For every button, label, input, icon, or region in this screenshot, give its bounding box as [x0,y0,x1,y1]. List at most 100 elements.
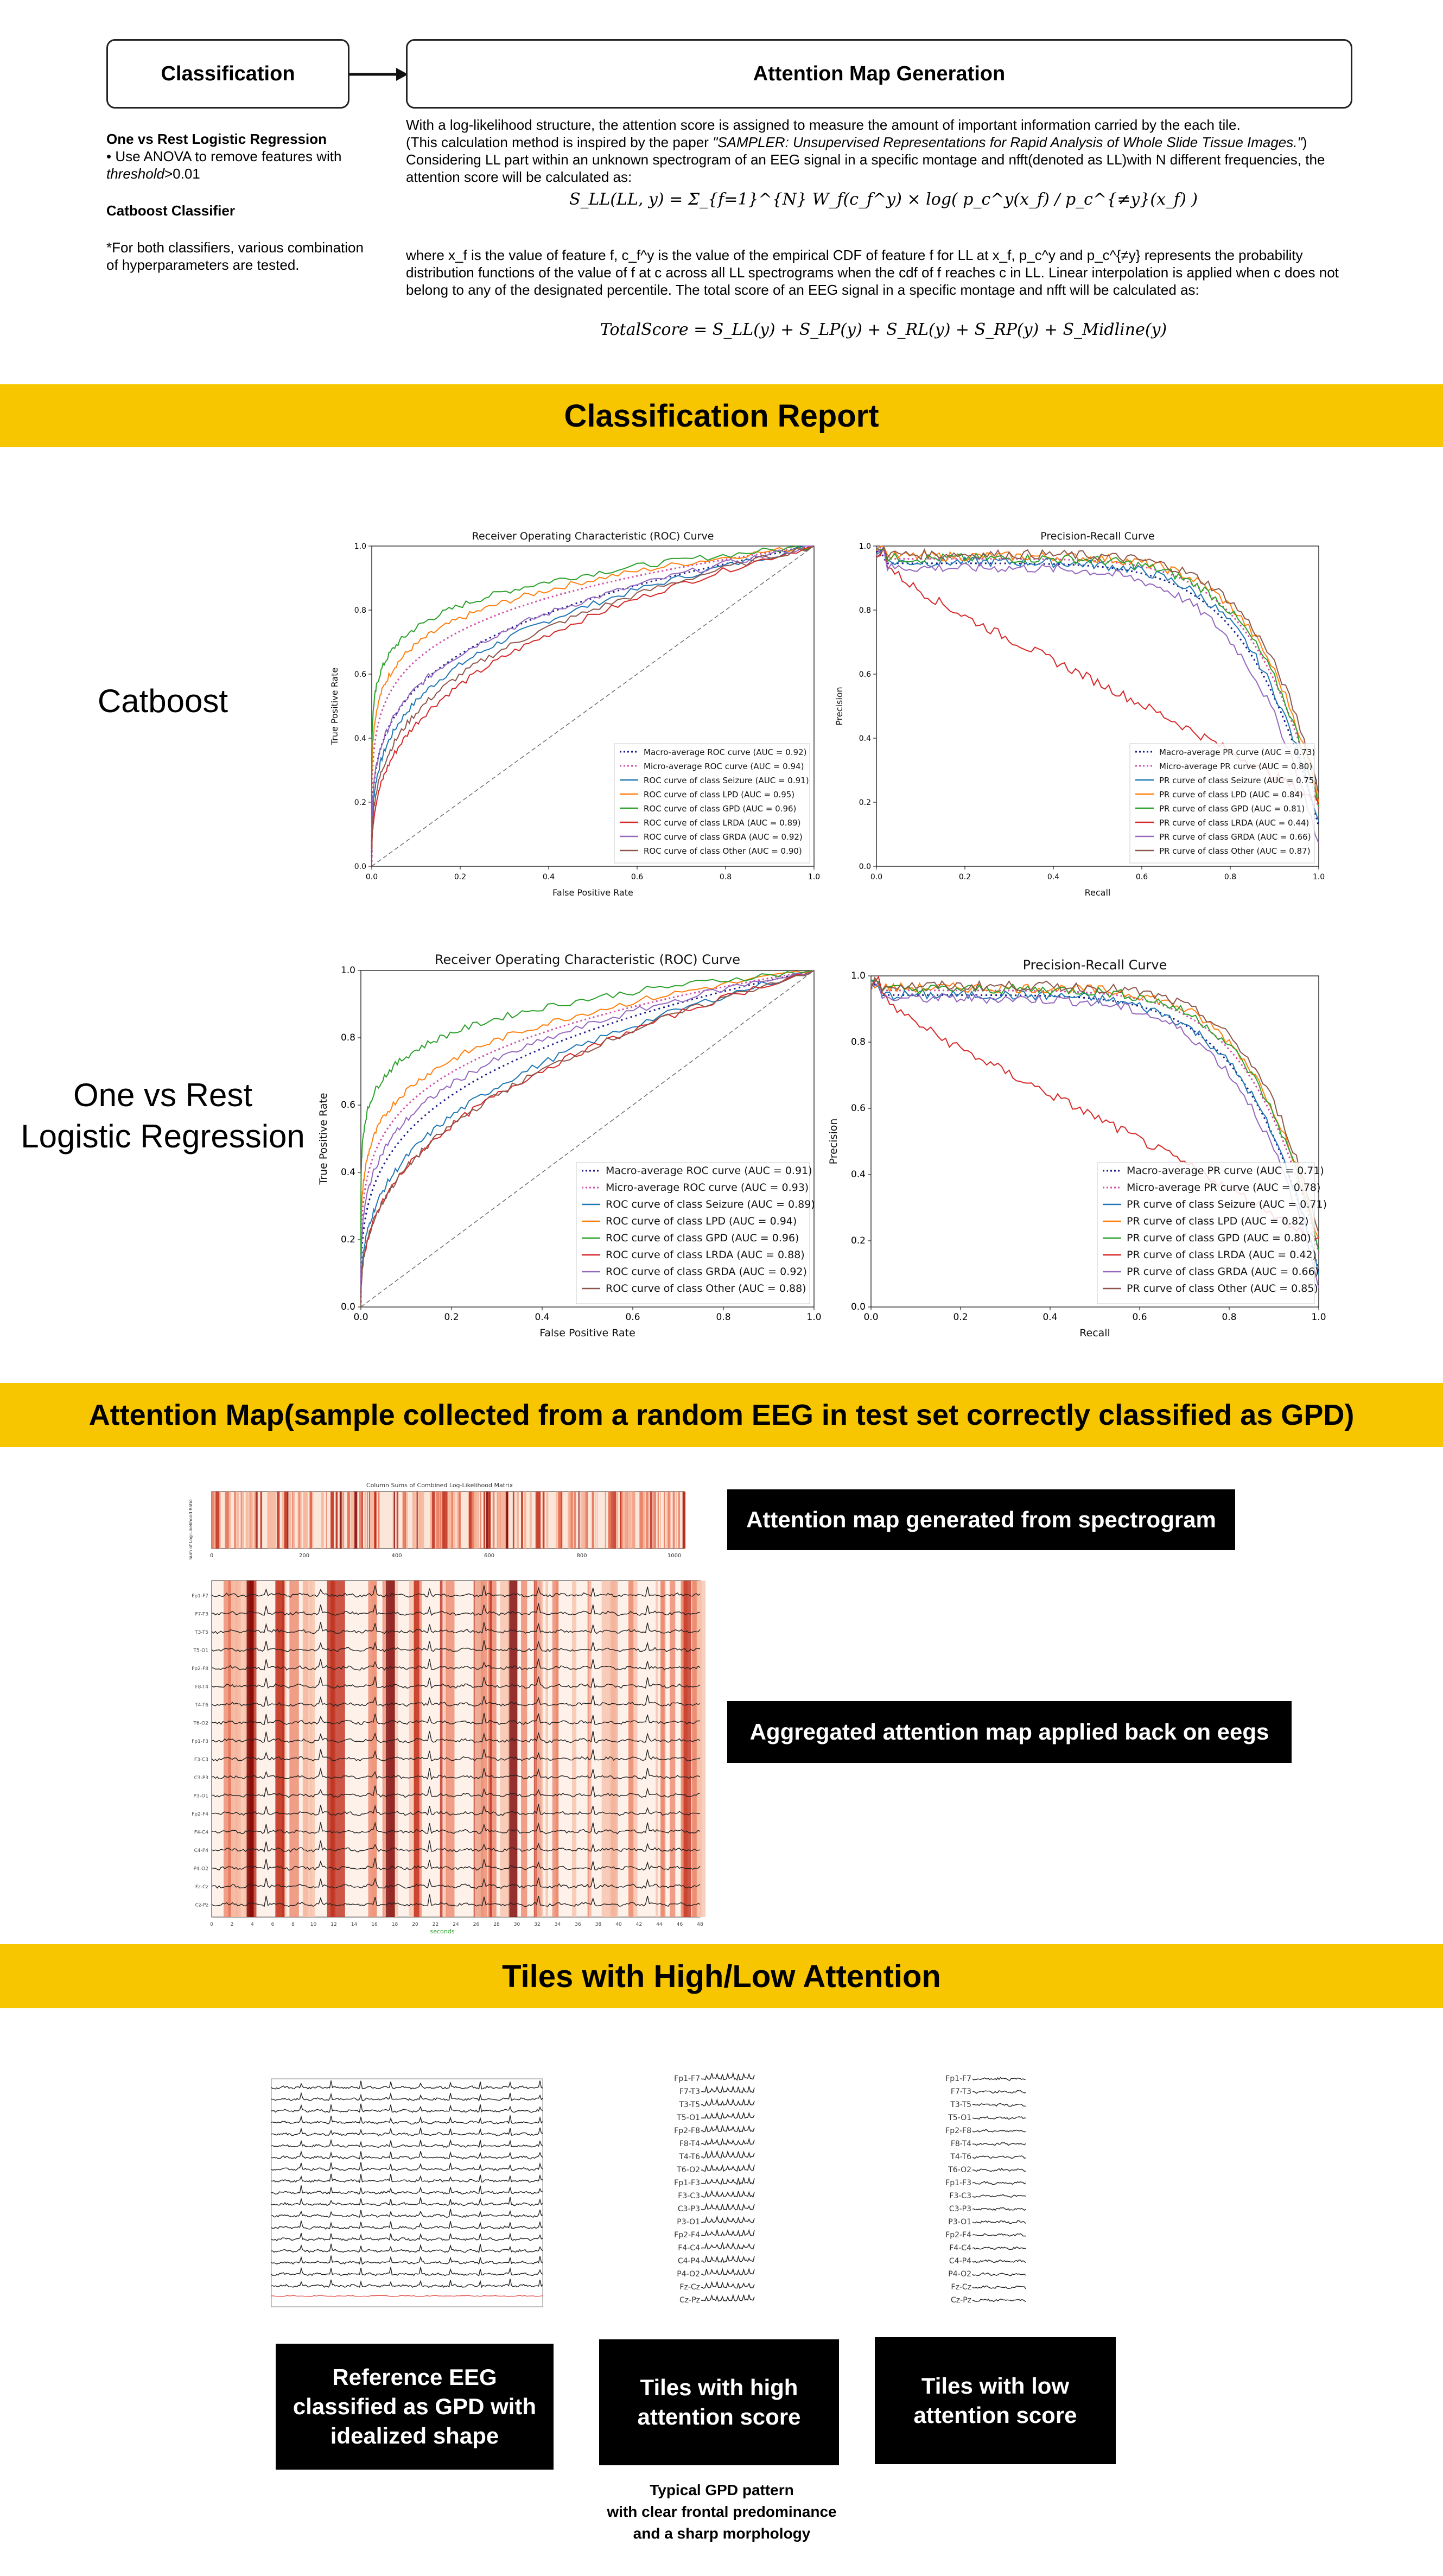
tile-channel-label: Fz-Cz [951,2283,971,2292]
attention-bar [405,1492,406,1549]
attention-bar [366,1492,368,1549]
attention-bar [359,1492,362,1549]
attention-bar [480,1492,481,1549]
x-tick-label: 0.8 [716,1312,730,1323]
y-axis-label: Precision [834,687,844,725]
attention-bar [457,1492,460,1549]
eeg-tick-label: 38 [595,1922,602,1927]
series-line [371,545,815,866]
tile-channel-label: Fp1-F7 [674,2074,700,2083]
legend-entry: ROC curve of class LPD (AUC = 0.95) [644,790,794,800]
series-line [870,976,1319,1233]
series-line [371,545,815,866]
tile-trace [972,2155,1026,2159]
series-line [371,545,815,866]
tile-channel-label: F3-C3 [949,2192,971,2200]
eeg-channel-label: T4-T6 [194,1703,208,1708]
eeg-tick-label: 30 [514,1922,520,1927]
y-tick-label: 0.8 [354,606,366,615]
reference-frame [271,2078,543,2307]
attention-bar [524,1492,527,1549]
reference-trace [271,2080,543,2090]
attention-bar [227,1492,230,1549]
legend-entry: ROC curve of class Other (AUC = 0.90) [644,846,802,856]
y-tick-label: 0.4 [859,734,871,743]
tile-trace [972,2142,1026,2146]
eeg-tick-label: 18 [392,1922,398,1927]
attention-bar [250,1492,253,1549]
y-axis-label: True Positive Rate [317,1093,329,1185]
eeg-tick-label: 10 [310,1922,317,1927]
tile-trace [972,2298,1026,2302]
series-line [371,545,815,866]
tile-trace [701,2085,755,2094]
attention-bar [608,1492,611,1549]
series-line [371,545,815,866]
eeg-trace [211,1894,701,1907]
attention-bar [628,1492,631,1549]
strip-tick-label: 600 [484,1553,494,1559]
attention-bar [529,1492,532,1549]
attention-column [330,1581,336,1917]
x-tick-label: 0.0 [870,873,882,881]
attention-bar [650,1492,653,1549]
attention-bar [326,1492,327,1549]
attention-column [628,1581,634,1917]
attention-bar [403,1492,404,1549]
attention-column [440,1581,443,1917]
attention-column [224,1581,231,1917]
attention-box: Attention Map Generation [406,39,1352,109]
legend-entry: ROC curve of class GPD (AUC = 0.96) [644,804,796,814]
attention-bar [614,1492,616,1549]
eeg-channel-label: C4-P4 [194,1848,209,1854]
attention-bar [293,1492,295,1549]
legend-entry: PR curve of class LRDA (AUC = 0.44) [1159,818,1309,828]
attention-strip-chart: Column Sums of Combined Log-Likelihood M… [188,1482,686,1560]
tile-trace [972,2077,1026,2081]
y-tick-label: 0.8 [859,606,871,615]
eeg-trace [211,1676,701,1689]
y-tick-label: 1.0 [341,965,355,976]
attention-column [536,1581,544,1917]
attention-bar [581,1492,584,1549]
attention-bar [672,1492,675,1549]
tile-channel-label: Fz-Cz [679,2283,700,2292]
reference-trace [271,2279,543,2288]
chance-line [371,545,815,867]
attention-bar [503,1492,506,1549]
eeg-trace [211,1877,701,1889]
y-tick-label: 0.2 [341,1234,355,1245]
legend-entry: PR curve of class GPD (AUC = 0.81) [1159,804,1305,814]
attention-column [336,1581,345,1917]
y-tick-label: 0.6 [859,670,871,679]
legend-entry: ROC curve of class GRDA (AUC = 0.92) [606,1266,807,1278]
chart-title: Receiver Operating Characteristic (ROC) … [472,530,714,542]
attention-bar [240,1492,242,1549]
attention-bar [497,1492,500,1549]
tile-trace [701,2268,755,2276]
tile-channel-label: F4-C4 [678,2244,700,2253]
attention-bar [212,1492,215,1549]
y-tick-label: 0.4 [341,1167,355,1178]
legend-entry: PR curve of class GPD (AUC = 0.80) [1127,1232,1311,1244]
attention-bar [622,1492,625,1549]
attention-bar [570,1492,573,1549]
eeg-tick-label: 44 [656,1922,663,1927]
tile-trace [701,2177,755,2185]
attention-bar [643,1492,646,1549]
attention-bar [657,1492,658,1549]
attention-bar [632,1492,635,1549]
attention-bar [499,1492,503,1549]
series-line [876,548,1319,807]
legend-entry: ROC curve of class LRDA (AUC = 0.88) [606,1249,805,1261]
y-tick-label: 1.0 [354,542,366,551]
y-tick-label: 0.0 [859,862,871,871]
series-line [876,545,1319,822]
attention-column [382,1581,385,1917]
tile-channel-label: Fp2-F4 [674,2231,700,2239]
reference-trace [271,2173,543,2184]
tile-channel-label: T3-T5 [678,2101,700,2109]
attention-bar [473,1492,477,1549]
eeg-channel-label: F4-C4 [194,1830,208,1835]
attention-bar [342,1492,345,1549]
